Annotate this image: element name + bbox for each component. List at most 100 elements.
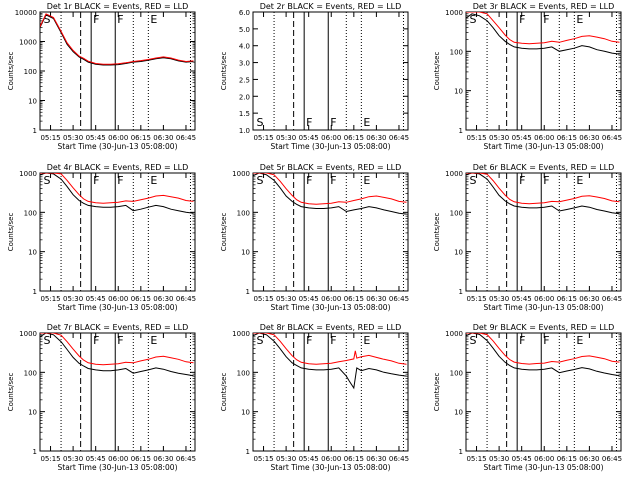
chart-panel-8: Det 8r BLACK = Events, RED = LLD Counts/s… [220,323,409,472]
x-axis-label: Start Time (30-Jun-13 05:08:00) [484,142,604,151]
event-marker-label: F [330,116,336,129]
x-tick-label: 05:30 [489,455,509,463]
x-tick-label: 06:45 [176,455,196,463]
x-tick-label: 05:45 [86,455,106,463]
x-tick-label: 06:45 [389,134,409,142]
x-tick-label: 05:15 [466,455,486,463]
chart-title: Det 6r BLACK = Events, RED = LLD [473,163,615,172]
x-tick-label: 06:30 [153,134,173,142]
plot-frame [465,172,622,292]
y-tick-label: 1.0 [239,127,250,135]
y-tick-label: 10 [454,249,463,257]
series-line-events [253,333,407,390]
series-line-lld [253,333,407,365]
y-tick-label: 1 [33,127,37,135]
x-tick-label: 06:30 [153,455,173,463]
y-tick-label: 100 [24,68,37,76]
plot-frame [39,172,196,292]
event-marker-label: S [44,174,51,187]
y-tick-label: 1000 [445,170,463,178]
y-tick-label: 10 [454,409,463,417]
chart-title: Det 4r BLACK = Events, RED = LLD [47,163,189,172]
event-marker-label: F [93,174,99,187]
x-tick-label: 06:00 [534,134,554,142]
event-marker-label: E [150,174,157,187]
y-tick-label: 1 [246,448,250,456]
x-tick-label: 05:45 [512,134,532,142]
event-marker-label: F [330,174,336,187]
x-axis-label: Start Time (30-Jun-13 05:08:00) [271,303,391,312]
series-line-lld [40,333,194,366]
chart-panel-6: Det 6r BLACK = Events, RED = LLD Counts/s… [433,163,622,312]
y-tick-label: 100 [237,369,250,377]
event-marker-label: E [363,174,370,187]
x-tick-label: 05:30 [276,295,296,303]
x-axis-label: Start Time (30-Jun-13 05:08:00) [484,303,604,312]
x-axis-label: Start Time (30-Jun-13 05:08:00) [271,142,391,151]
event-marker-label: F [543,174,549,187]
series-line-lld [466,333,620,365]
x-tick-label: 05:30 [276,455,296,463]
event-marker-label: S [44,13,51,26]
series-line-lld [253,173,407,205]
y-tick-label: 1 [246,288,250,296]
y-tick-label: 1.5 [239,110,250,118]
x-axis-label: Start Time (30-Jun-13 05:08:00) [484,463,604,472]
x-tick-label: 06:15 [344,134,364,142]
series-line-lld [40,173,194,204]
event-marker-label: F [117,334,123,347]
x-tick-label: 06:30 [153,295,173,303]
x-tick-label: 06:15 [131,455,151,463]
event-marker-label: S [257,174,264,187]
event-marker-label: F [519,174,525,187]
x-tick-label: 06:30 [366,295,386,303]
x-tick-label: 05:15 [466,295,486,303]
x-tick-label: 06:00 [108,295,128,303]
y-tick-label: 100 [450,369,463,377]
y-tick-label: 10 [28,98,37,106]
x-tick-label: 06:45 [176,295,196,303]
x-tick-label: 06:00 [321,134,341,142]
y-tick-label: 1000 [445,9,463,17]
event-marker-label: E [576,334,583,347]
y-tick-label: 1000 [19,39,37,47]
plot-frame [252,11,409,131]
x-tick-label: 05:45 [512,455,532,463]
event-marker-label: E [576,174,583,187]
y-tick-label: 100 [237,209,250,217]
y-tick-label: 1 [33,288,37,296]
x-tick-label: 06:45 [602,455,622,463]
x-tick-label: 06:30 [579,295,599,303]
plot-frame [465,11,622,131]
x-tick-label: 05:45 [299,295,319,303]
event-marker-label: E [150,13,157,26]
y-axis-label: Counts/sec [7,373,15,412]
event-marker-label: E [363,116,370,129]
event-marker-label: E [150,334,157,347]
event-marker-label: F [306,116,312,129]
y-axis-label: Counts/sec [220,213,228,252]
series-line-events [466,13,620,55]
x-axis-label: Start Time (30-Jun-13 05:08:00) [58,142,178,151]
y-tick-label: 1000 [232,330,250,338]
y-tick-label: 2.5 [239,76,250,84]
x-tick-label: 06:00 [321,295,341,303]
y-tick-label: 1000 [445,330,463,338]
plot-frame [39,332,196,452]
event-marker-label: F [306,334,312,347]
x-tick-label: 06:15 [344,295,364,303]
x-tick-label: 05:45 [299,455,319,463]
x-tick-label: 05:30 [63,295,83,303]
y-tick-label: 5.0 [239,26,250,34]
y-axis-label: Counts/sec [433,373,441,412]
x-tick-label: 06:45 [389,455,409,463]
chart-title: Det 8r BLACK = Events, RED = LLD [260,323,402,332]
event-marker-label: S [470,334,477,347]
y-axis-label: Counts/sec [7,52,15,91]
y-axis-label: Counts/sec [433,52,441,91]
x-tick-label: 05:45 [512,295,532,303]
event-marker-label: F [330,334,336,347]
y-tick-label: 1000 [232,170,250,178]
chart-panel-2: Det 2r BLACK = Events, RED = LLD Counts/s… [220,2,409,151]
chart-title: Det 3r BLACK = Events, RED = LLD [473,2,615,11]
